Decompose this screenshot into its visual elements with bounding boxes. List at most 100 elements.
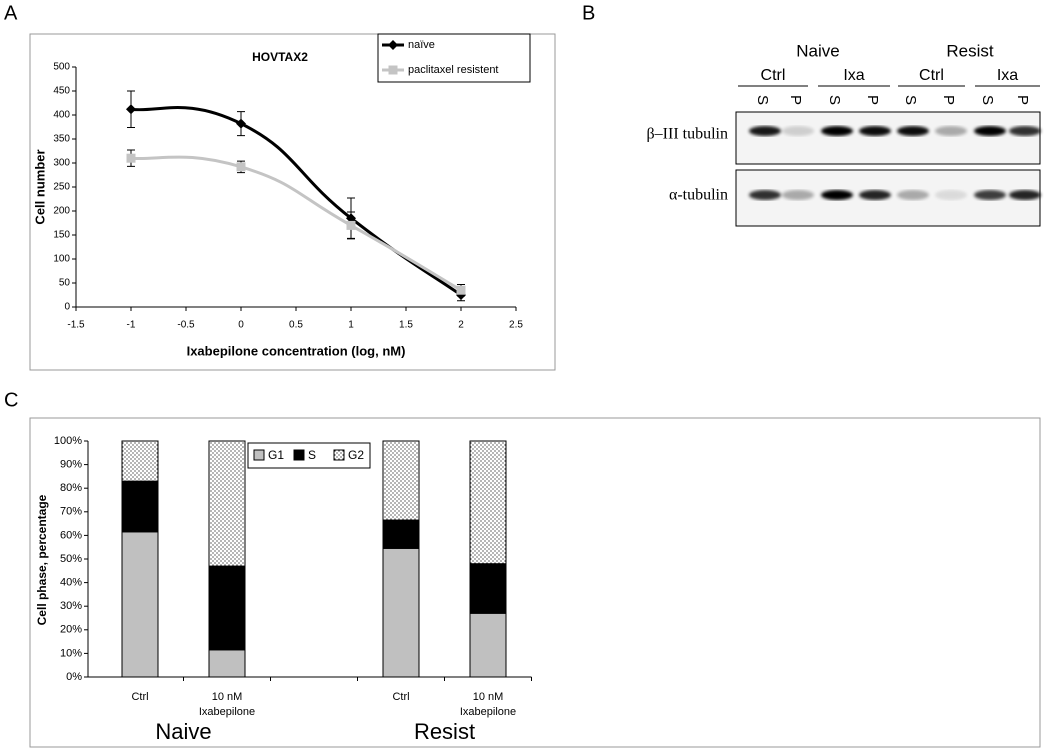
blot-box: [735, 111, 1041, 165]
marker: [456, 285, 466, 295]
blot-band: [821, 190, 853, 200]
legend-label: G1: [268, 448, 284, 462]
y-tick-label: 40%: [60, 577, 82, 589]
y-tick-label: 300: [53, 158, 70, 169]
y-tick-label: 20%: [60, 624, 82, 636]
x-tick-label: 0.5: [289, 320, 303, 331]
blot-band: [897, 126, 929, 136]
bar-segment: [208, 649, 246, 678]
y-tick-label: 10%: [60, 647, 82, 659]
blot-lane: S: [902, 95, 919, 105]
x-axis-label: Ixabepilone concentration (log, nM): [187, 343, 406, 358]
bar-segment: [208, 440, 246, 567]
bar-segment: [469, 612, 507, 678]
blot-row-label: α-tubulin: [669, 187, 728, 204]
x-tick-label: 0: [238, 320, 244, 331]
blot-band: [782, 190, 814, 200]
blot-lane: P: [940, 95, 957, 105]
legend-marker: [388, 65, 398, 75]
bar-segment: [382, 547, 420, 678]
blot-row-label: β–III tubulin: [647, 126, 728, 143]
legend-swatch: [253, 449, 265, 461]
bar-segment: [469, 440, 507, 565]
legend-label: paclitaxel resistent: [408, 64, 499, 76]
bar-segment: [382, 519, 420, 549]
x-tick-label: -1.5: [67, 320, 85, 331]
x-tick-label: 2: [458, 320, 464, 331]
blot-band: [859, 190, 891, 200]
group-label: Naive: [155, 719, 211, 744]
bar-segment: [121, 440, 159, 482]
y-tick-label: 0%: [66, 671, 82, 683]
marker: [126, 153, 136, 163]
x-tick-label: 10 nM Ixabepilone: [460, 691, 516, 718]
y-tick-label: 100: [53, 254, 70, 265]
y-tick-label: 250: [53, 182, 70, 193]
blot-band: [935, 126, 967, 136]
series-line: [130, 155, 462, 292]
blot-treatment: Ctrl: [919, 67, 944, 84]
blot-treatment: Ctrl: [761, 67, 786, 84]
blot-band: [821, 126, 853, 136]
y-tick-label: 50: [59, 278, 71, 289]
panel-letter: B: [582, 2, 595, 24]
y-tick-label: 50%: [60, 553, 82, 565]
blot-lane: S: [979, 95, 996, 105]
panel-c-frame: [29, 417, 1041, 748]
blot-treatment: Ixa: [997, 67, 1018, 84]
x-tick-label: Ctrl: [131, 691, 148, 703]
y-tick-label: 150: [53, 230, 70, 241]
x-tick-label: Ctrl: [392, 691, 409, 703]
x-tick-label: 1: [348, 320, 354, 331]
blot-lane: P: [1014, 95, 1031, 105]
legend-swatch: [293, 449, 305, 461]
legend-label: S: [308, 448, 316, 462]
chart-title: HOVTAX2: [252, 50, 308, 64]
x-tick-label: 2.5: [509, 320, 523, 331]
x-tick-label: -0.5: [177, 320, 195, 331]
legend-marker: [388, 40, 398, 50]
y-tick-label: 400: [53, 110, 70, 121]
blot-band: [897, 190, 929, 200]
y-tick-label: 100%: [54, 435, 82, 447]
blot-band: [935, 190, 967, 200]
blot-treatment: Ixa: [843, 67, 864, 84]
blot-band: [1009, 190, 1041, 200]
y-tick-label: 30%: [60, 600, 82, 612]
x-tick-label: 10 nM Ixabepilone: [199, 691, 255, 718]
blot-lane: S: [826, 95, 843, 105]
x-tick-label: 1.5: [399, 320, 413, 331]
y-tick-label: 90%: [60, 459, 82, 471]
y-tick-label: 80%: [60, 482, 82, 494]
blot-group: Naive: [796, 41, 839, 60]
y-tick-label: 500: [53, 62, 70, 73]
y-tick-label: 0: [64, 302, 70, 313]
blot-band: [749, 190, 781, 200]
blot-band: [859, 126, 891, 136]
blot-band: [1009, 126, 1041, 136]
marker: [236, 162, 246, 172]
blot-band: [974, 190, 1006, 200]
legend-box: [377, 33, 531, 83]
y-tick-label: 450: [53, 86, 70, 97]
bar-segment: [121, 480, 159, 533]
blot-lane: P: [787, 95, 804, 105]
y-tick-label: 70%: [60, 506, 82, 518]
marker: [346, 220, 356, 230]
y-axis-label: Cell number: [32, 149, 47, 224]
blot-lane: P: [864, 95, 881, 105]
panel-a-frame: [29, 33, 556, 371]
y-tick-label: 350: [53, 134, 70, 145]
y-tick-label: 60%: [60, 529, 82, 541]
legend-label: G2: [348, 448, 364, 462]
blot-lane: S: [754, 95, 771, 105]
bar-segment: [382, 440, 420, 521]
legend-swatch: [333, 449, 345, 461]
legend-label: naïve: [408, 39, 435, 51]
y-tick-label: 200: [53, 206, 70, 217]
x-tick-label: -1: [127, 320, 136, 331]
bar-segment: [121, 531, 159, 678]
marker: [236, 118, 246, 129]
